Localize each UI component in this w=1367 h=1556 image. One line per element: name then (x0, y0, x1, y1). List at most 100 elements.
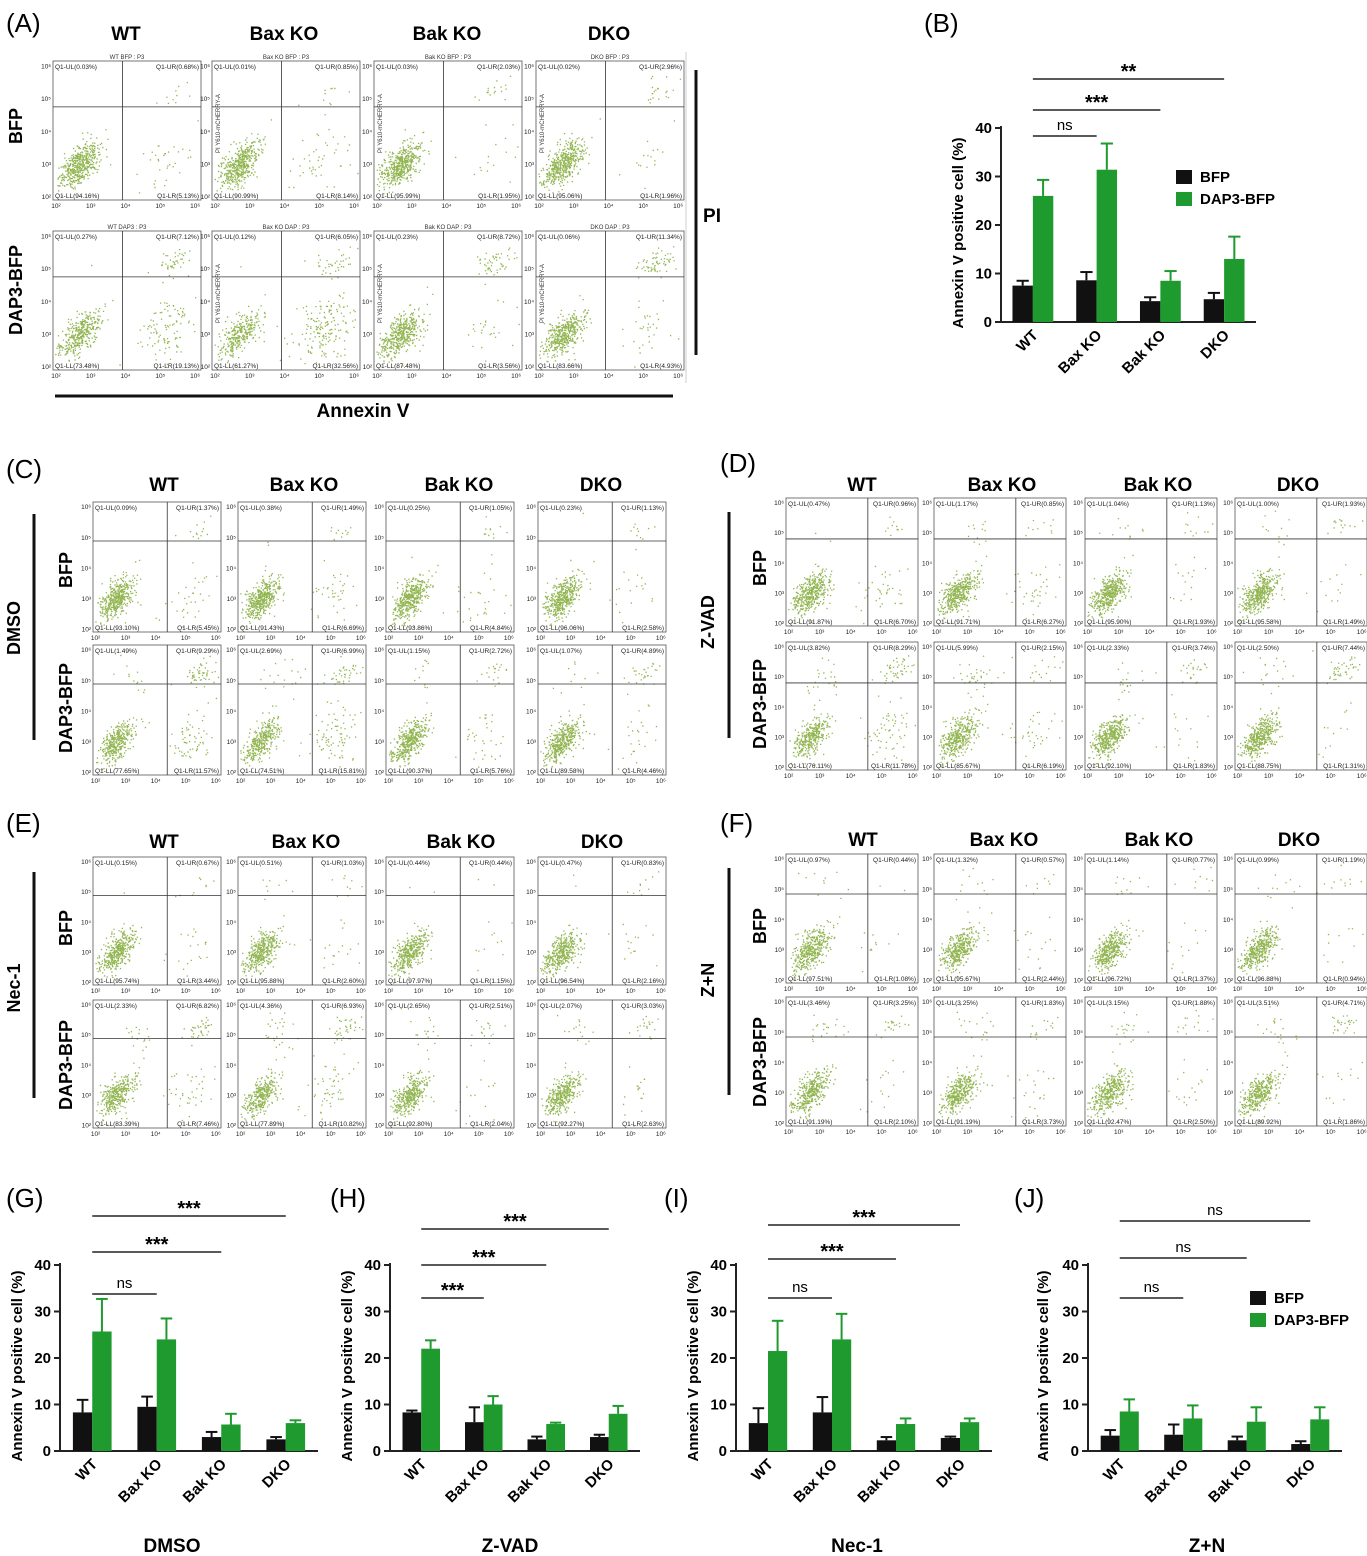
panel-f-label: (F) (720, 808, 753, 838)
y-tick-label: 10³ (42, 332, 52, 339)
x-tick-label: 10⁵ (638, 203, 648, 210)
bar-bfp (940, 1437, 960, 1451)
x-tick-label: 10² (236, 1131, 246, 1138)
flow-plot-bax-ko-bfp: Q1-UL(1.32%) Q1-UR(0.57%) Q1-LL(95.67%) Q1-… (922, 853, 1067, 993)
x-tick-label: 10⁴ (280, 203, 290, 210)
x-tick-label: 10⁴ (121, 373, 131, 380)
x-tick-label: 10³ (566, 988, 576, 995)
x-tick-label: Bak KO (1205, 1456, 1256, 1507)
quadrant-ur-label: Q1-UR(2.96%) (639, 64, 682, 71)
quadrant-ul-label: Q1-UL(0.12%) (214, 234, 256, 241)
y-tick-label: 10² (375, 1122, 385, 1129)
x-tick-label: 10² (932, 1129, 942, 1136)
y-tick-label: 10 (364, 1397, 381, 1414)
scatter-events (938, 1004, 1059, 1120)
x-tick-label: 10⁴ (151, 1131, 161, 1138)
quadrant-lr-label: Q1-LR(1.96%) (640, 193, 682, 200)
y-tick-label: 10⁵ (226, 889, 236, 896)
x-tick-label: 10⁴ (1295, 986, 1305, 993)
flow-plot-dko-dap3-bfp: Q1-UL(3.51%) Q1-UR(4.71%) Q1-LL(89.92%) Q1-… (1223, 996, 1367, 1136)
panel-d-col-wt: WT (847, 475, 877, 496)
bar-dap3-bfp (1183, 1418, 1203, 1451)
y-tick-label: 10⁴ (1223, 704, 1233, 711)
y-tick-label: 20 (975, 217, 992, 234)
quadrant-ul-label: Q1-UL(2.69%) (240, 648, 282, 655)
x-tick-label: DKO (582, 1456, 618, 1492)
bar-bfp (1012, 285, 1033, 322)
bar-bfp (1291, 1444, 1311, 1451)
quadrant-lr-label: Q1-LR(6.27%) (1022, 619, 1064, 626)
y-tick-label: 10⁶ (226, 647, 236, 654)
quadrant-ul-label: Q1-UL(0.27%) (55, 234, 97, 241)
y-tick-label: 10⁶ (374, 647, 384, 654)
quadrant-ur-label: Q1-UR(11.34%) (636, 234, 682, 241)
quadrant-ll-label: Q1-LL(77.65%) (95, 768, 139, 775)
x-tick-label: 10³ (414, 988, 424, 995)
significance-label: *** (852, 1207, 876, 1229)
bar-bfp (1203, 299, 1225, 322)
y-axis-channel-label: PI Y610-mCHERRY-A (216, 264, 222, 323)
x-tick-label: DKO (1283, 1456, 1319, 1492)
y-axis-channel-label: PI Y610-mCHERRY-A (378, 94, 384, 153)
scatter-events (240, 1012, 364, 1127)
quadrant-ul-label: Q1-UL(0.15%) (95, 860, 137, 867)
x-tick-label: 10³ (245, 203, 255, 210)
y-tick-label: 10³ (82, 1092, 92, 1099)
y-tick-label: 10³ (82, 949, 92, 956)
y-tick-label: 10⁵ (226, 535, 236, 542)
quadrant-ll-label: Q1-LL(96.72%) (1087, 976, 1131, 983)
x-tick-label: 10⁴ (604, 203, 614, 210)
quadrant-ul-label: Q1-UL(0.47%) (788, 501, 830, 508)
flow-plot-wt-dap3-bfp: Q1-UL(3.46%) Q1-UR(3.25%) Q1-LL(91.19%) Q1-… (774, 996, 919, 1136)
x-tick-label: 10⁵ (181, 778, 191, 785)
quadrant-ul-label: Q1-UL(2.65%) (388, 1003, 430, 1010)
x-tick-label: 10² (932, 773, 942, 780)
y-tick-label: 10⁶ (226, 859, 236, 866)
quadrant-ur-label: Q1-UR(0.77%) (1172, 857, 1215, 864)
y-tick-label: 10² (201, 194, 211, 201)
flow-plot-wt-bfp: Q1-UL(0.97%) Q1-UR(0.44%) Q1-LL(97.51%) Q1-… (774, 853, 919, 993)
x-tick-label: 10³ (1264, 986, 1274, 993)
x-tick-label: 10² (91, 778, 101, 785)
y-tick-label: 10⁴ (81, 708, 91, 715)
quadrant-ul-label: Q1-UL(3.82%) (788, 645, 830, 652)
y-tick-label: 10⁴ (374, 708, 384, 715)
quadrant-ll-label: Q1-LL(83.66%) (538, 363, 582, 370)
quadrant-ur-label: Q1-UR(1.83%) (1021, 1000, 1064, 1007)
panel-e: (E) WT Bax KO Bak KO DKO Nec-1 BFP DAP3-… (4, 808, 667, 1138)
quadrant-ul-label: Q1-UL(2.07%) (540, 1003, 582, 1010)
flow-plot-dko-dap3-bfp: Q1-UL(2.07%) Q1-UR(3.03%) Q1-LL(92.27%) Q1-… (526, 999, 667, 1138)
plot-frame (535, 230, 685, 371)
x-tick-label: 10⁶ (1357, 986, 1367, 993)
quadrant-lr-label: Q1-LR(2.60%) (322, 978, 364, 985)
flow-plot-wt-dap3-bfp: Q1-UL(1.49%) Q1-UR(9.29%) Q1-LL(77.65%) Q1-… (81, 644, 222, 785)
x-tick-label: 10⁶ (908, 986, 918, 993)
y-tick-label: 10⁶ (526, 647, 536, 654)
y-tick-label: 10⁶ (774, 999, 784, 1006)
quadrant-lr-label: Q1-LR(4.46%) (622, 768, 664, 775)
bar-dap3-bfp (896, 1424, 916, 1451)
quadrant-ll-label: Q1-LL(95.06%) (538, 193, 582, 200)
x-tick-label: Bax KO (1055, 327, 1106, 378)
x-tick-label: 10³ (1264, 773, 1274, 780)
x-tick-label: 10³ (1264, 629, 1274, 636)
y-tick-label: 10⁴ (524, 299, 534, 306)
y-tick-label: 10⁶ (1073, 644, 1083, 651)
x-tick-label: Bak KO (505, 1456, 556, 1507)
y-tick-label: 10⁴ (524, 129, 534, 136)
y-tick-label: 10⁶ (362, 234, 372, 241)
quadrant-ul-label: Q1-UL(0.47%) (540, 860, 582, 867)
panel-a-col-bax: Bax KO (250, 24, 319, 45)
quadrant-lr-label: Q1-LR(2.63%) (622, 1121, 664, 1128)
y-tick-label: 10⁶ (1223, 500, 1233, 507)
x-tick-label: 10² (536, 635, 546, 642)
quadrant-ll-label: Q1-LL(96.88%) (1237, 976, 1281, 983)
quadrant-lr-label: Q1-LR(2.04%) (470, 1121, 512, 1128)
y-tick-label: 10³ (375, 1092, 385, 1099)
plot-title: Bax KO DAP : P3 (263, 225, 311, 231)
y-axis-channel-label: PI Y610-mCHERRY-A (540, 264, 546, 323)
x-tick-label: 10⁶ (908, 629, 918, 636)
quadrant-ul-label: Q1-UL(1.00%) (1237, 501, 1279, 508)
quadrant-lr-label: Q1-LR(1.93%) (1173, 619, 1215, 626)
quadrant-ul-label: Q1-UL(2.50%) (1237, 645, 1279, 652)
